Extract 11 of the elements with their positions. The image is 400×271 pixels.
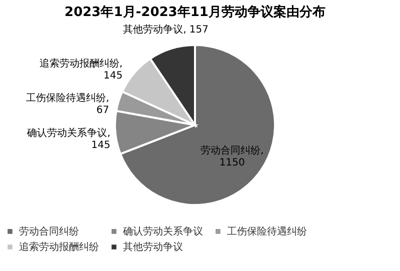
legend-label: 确认劳动关系争议 — [122, 225, 203, 238]
legend-label: 劳动合同纠纷 — [19, 225, 79, 238]
data-label: 追索劳动报酬纠纷, 145 — [39, 57, 123, 82]
data-label: 确认劳动关系争议, 145 — [26, 127, 110, 152]
data-label: 其他劳动争议, 157 — [123, 23, 209, 36]
legend-label: 追索劳动报酬纠纷 — [19, 241, 99, 253]
data-label: 工伤保险待遇纠纷, 67 — [26, 92, 110, 116]
chart-title: 2023年1月-2023年11月劳动争议案由分布 — [64, 4, 326, 20]
legend-label: 工伤保险待遇纠纷 — [227, 225, 307, 238]
data-label: 劳动合同纠纷, 1150 — [200, 144, 264, 168]
legend-label: 其他劳动争议 — [123, 241, 183, 253]
